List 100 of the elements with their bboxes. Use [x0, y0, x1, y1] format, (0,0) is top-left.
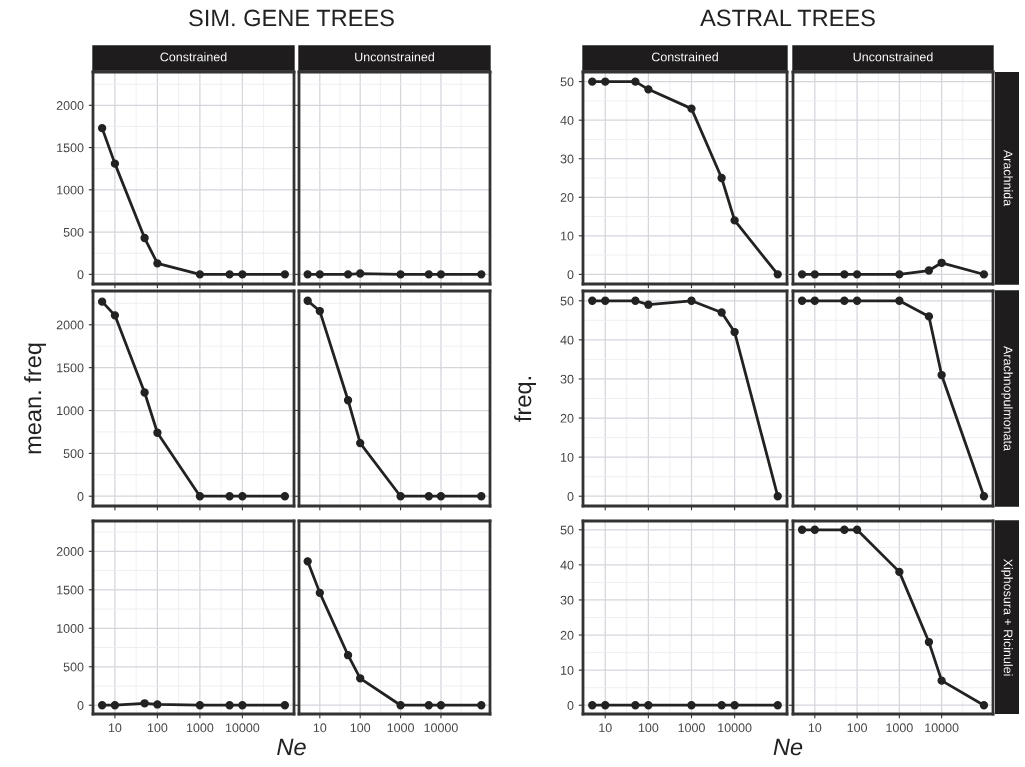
- point: [810, 296, 819, 305]
- y-tick-label: 2000: [56, 320, 84, 330]
- text: Arachnopulmonata: [1001, 346, 1013, 451]
- y-tick-label: 1000: [57, 406, 84, 416]
- point: [717, 308, 726, 317]
- point: [895, 296, 904, 305]
- point: [315, 306, 324, 316]
- point: [773, 270, 782, 279]
- y-tick-label: 20: [560, 193, 574, 202]
- point: [424, 701, 433, 710]
- y-tick-label: 500: [63, 227, 84, 237]
- point: [924, 637, 934, 647]
- point: [110, 159, 120, 168]
- y-tick-label: 0: [567, 270, 574, 280]
- x-tick-label: 10000: [925, 723, 959, 733]
- y-tick-label: 30: [560, 595, 574, 605]
- text: ASTRAL TREES: [700, 9, 875, 27]
- y-tick-label: 40: [560, 115, 574, 125]
- chart-title: Constrained: [651, 52, 718, 62]
- point: [140, 388, 149, 397]
- y-tick-label: 10: [561, 452, 574, 462]
- y-axis-title: freq.: [514, 377, 537, 422]
- y-tick-label: 40: [560, 335, 574, 345]
- point: [280, 492, 290, 501]
- text: Xiphosura + Ricinulei: [1001, 558, 1013, 676]
- x-tick-label: 10000: [225, 723, 260, 733]
- x-axis-title: Ne: [277, 738, 306, 756]
- y-tick-label: 40: [560, 560, 574, 570]
- x-tick-label: 100: [147, 723, 168, 733]
- point: [195, 492, 205, 501]
- chart-title: Unconstrained: [853, 52, 933, 62]
- y-tick-label: 0: [77, 270, 84, 280]
- point: [979, 492, 989, 501]
- y-axis-title: mean. freq: [24, 343, 46, 454]
- point: [773, 492, 782, 501]
- y-tick-label: 500: [63, 662, 84, 672]
- point: [225, 492, 234, 501]
- x-tick-label: 10: [313, 723, 327, 733]
- point: [840, 525, 849, 534]
- text: Arachnida: [1003, 149, 1013, 207]
- x-tick-label: 10: [108, 723, 122, 733]
- point: [477, 492, 486, 501]
- point: [424, 492, 433, 501]
- x-tick-label: 10000: [718, 723, 752, 733]
- x-axis-title: Ne: [773, 738, 803, 756]
- y-tick-label: 30: [560, 374, 574, 384]
- point: [687, 296, 696, 305]
- point: [979, 701, 989, 710]
- x-tick-label: 1000: [387, 723, 414, 733]
- y-tick-label: 30: [560, 154, 574, 164]
- point: [225, 270, 234, 279]
- point: [895, 567, 904, 577]
- y-tick-label: 0: [567, 701, 574, 710]
- y-tick-label: 1500: [57, 585, 84, 595]
- x-tick-label: 10000: [424, 723, 458, 733]
- point: [140, 233, 149, 243]
- point: [924, 312, 934, 321]
- text: SIM. GENE TREES: [189, 9, 394, 27]
- point: [840, 296, 849, 305]
- point: [601, 77, 610, 86]
- point: [110, 311, 120, 320]
- point: [396, 701, 405, 710]
- x-tick-label: 100: [350, 723, 371, 733]
- x-tick-label: 1000: [886, 723, 913, 733]
- y-tick-label: 50: [560, 296, 574, 306]
- point: [315, 588, 324, 598]
- x-tick-label: 1000: [678, 723, 705, 733]
- point: [631, 296, 640, 305]
- y-tick-label: 10: [561, 231, 574, 241]
- point: [717, 173, 726, 183]
- point: [810, 525, 819, 534]
- y-tick-label: 20: [560, 630, 574, 640]
- y-tick-label: 0: [567, 492, 574, 501]
- point: [343, 396, 353, 405]
- x-tick-label: 1000: [186, 723, 214, 733]
- point: [687, 104, 696, 113]
- y-tick-label: 50: [560, 525, 574, 535]
- x-tick-label: 100: [847, 723, 868, 733]
- point: [631, 77, 640, 86]
- chart-title: Constrained: [160, 52, 227, 62]
- y-tick-label: 1500: [57, 363, 84, 373]
- y-tick-label: 0: [77, 701, 84, 710]
- y-tick-label: 2000: [56, 101, 84, 110]
- point: [601, 296, 610, 305]
- y-tick-label: 1500: [57, 143, 84, 153]
- x-tick-label: 10: [808, 723, 822, 733]
- x-tick-label: 10: [599, 723, 612, 733]
- point: [477, 701, 486, 710]
- point: [280, 270, 290, 279]
- y-tick-label: 1000: [57, 185, 84, 195]
- y-tick-label: 500: [63, 449, 84, 459]
- point: [343, 651, 353, 660]
- x-tick-label: 100: [638, 723, 659, 733]
- point: [396, 492, 405, 501]
- y-tick-label: 2000: [56, 547, 84, 556]
- chart-title: Unconstrained: [355, 52, 434, 62]
- y-tick-label: 50: [560, 77, 574, 87]
- y-tick-label: 0: [77, 492, 84, 501]
- point: [195, 270, 205, 279]
- y-tick-label: 1000: [57, 624, 84, 633]
